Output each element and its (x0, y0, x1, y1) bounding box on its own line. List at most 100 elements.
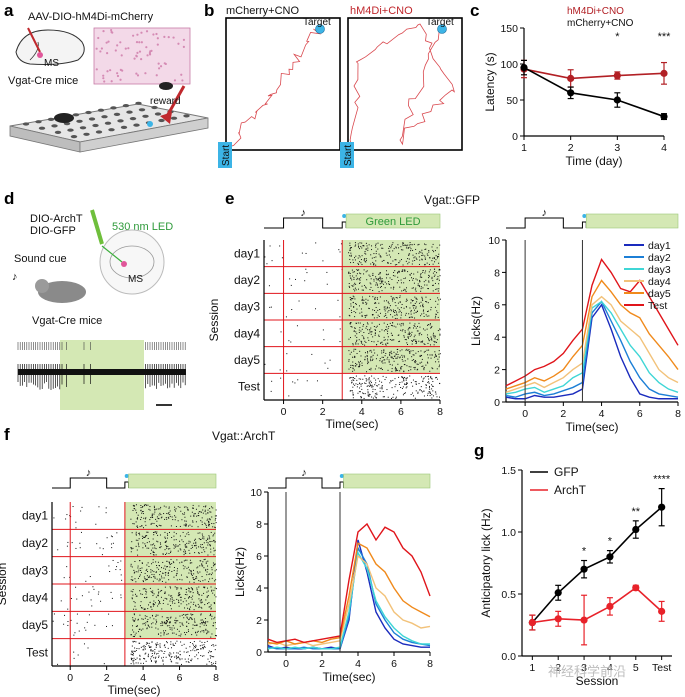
lick-dot (401, 312, 403, 314)
lick-dot (271, 260, 273, 262)
lick-dot (207, 509, 209, 511)
lick-dot (392, 379, 394, 381)
lick-dot (382, 396, 384, 398)
lick-dot (428, 251, 430, 253)
lick-dot (165, 621, 167, 623)
lick-dot (213, 547, 215, 549)
lick-dot (174, 622, 176, 624)
maze-hole (92, 123, 99, 128)
lick-dot (432, 385, 434, 387)
lick-dot (403, 355, 405, 357)
lick-dot (210, 636, 212, 638)
lick-dot (375, 276, 377, 278)
lick-dot (145, 545, 147, 547)
lick-dot (152, 561, 154, 563)
lick-dot (108, 565, 110, 567)
lick-dot (412, 392, 414, 394)
lick-dot (151, 626, 153, 628)
lick-dot (155, 623, 157, 625)
lick-dot (161, 650, 163, 652)
lick-dot (163, 567, 165, 569)
lick-dot (131, 657, 133, 659)
lick-dot (404, 383, 406, 385)
lick-dot (193, 601, 195, 603)
lick-dot (407, 336, 409, 338)
lick-dot (192, 504, 194, 506)
lick-dot (194, 579, 196, 581)
lick-dot (411, 331, 413, 333)
lick-dot (136, 595, 138, 597)
lick-dot (380, 367, 382, 369)
lick-dot (70, 598, 72, 600)
y-tick-label: 6 (256, 551, 262, 563)
lick-dot (374, 309, 376, 311)
lick-dot (386, 270, 388, 272)
lick-dot (145, 579, 147, 581)
lick-dot (171, 537, 173, 539)
lick-dot (137, 662, 139, 664)
lick-dot (164, 623, 166, 625)
lick-dot (204, 646, 206, 648)
lick-dot (185, 546, 187, 548)
lick-dot (210, 506, 212, 508)
lick-dot (151, 650, 153, 652)
lick-dot (201, 576, 203, 578)
lick-dot (351, 279, 353, 281)
lick-dot (375, 256, 377, 258)
lick-dot (339, 328, 341, 330)
maze-hole (70, 135, 78, 139)
lick-dot (379, 256, 381, 258)
y-axis-label: Licks(Hz) (469, 296, 483, 346)
lick-dot (375, 260, 377, 262)
lick-dot (349, 322, 351, 324)
lick-dot (381, 387, 383, 389)
lick-dot (140, 607, 142, 609)
lick-dot (431, 325, 433, 327)
lick-dot (133, 569, 135, 571)
lick-dot (371, 331, 373, 333)
lick-dot (144, 588, 146, 590)
y-tick-label: 6 (494, 300, 500, 312)
lick-dot (358, 282, 360, 284)
lick-dot (433, 344, 435, 346)
lick-dot (421, 313, 423, 315)
lick-dot (147, 562, 149, 564)
lick-dot (204, 586, 206, 588)
lick-dot (383, 300, 385, 302)
lick-dot (382, 343, 384, 345)
lick-dot (372, 289, 374, 291)
lick-dot (387, 261, 389, 263)
lick-dot (214, 622, 216, 624)
lick-dot (385, 326, 387, 328)
series-line-day4 (505, 295, 679, 393)
lick-dot (394, 378, 396, 380)
lick-dot (381, 352, 383, 354)
histology-cell (119, 41, 122, 44)
lick-dot (131, 566, 133, 568)
lick-dot (392, 288, 394, 290)
lick-dot (432, 368, 434, 370)
lick-dot (393, 286, 395, 288)
lick-dot (139, 658, 141, 660)
histology-cell (127, 47, 130, 50)
lick-dot (311, 353, 313, 355)
lick-dot (196, 571, 198, 573)
lick-dot (130, 634, 132, 636)
lick-dot (434, 306, 436, 308)
histology-cell (155, 32, 158, 36)
histology-cell (172, 36, 175, 39)
lick-dot (400, 307, 402, 309)
lick-dot (167, 633, 169, 635)
lick-dot (370, 327, 372, 329)
lick-dot (175, 544, 177, 546)
lick-dot (192, 577, 194, 579)
lick-dot (411, 287, 413, 289)
lick-dot (378, 273, 380, 275)
lick-dot (146, 641, 148, 643)
lick-dot (145, 517, 147, 519)
lick-dot (139, 642, 141, 644)
lick-dot (185, 552, 187, 554)
lick-dot (425, 376, 427, 378)
lick-dot (365, 378, 367, 380)
lick-dot (368, 332, 370, 334)
